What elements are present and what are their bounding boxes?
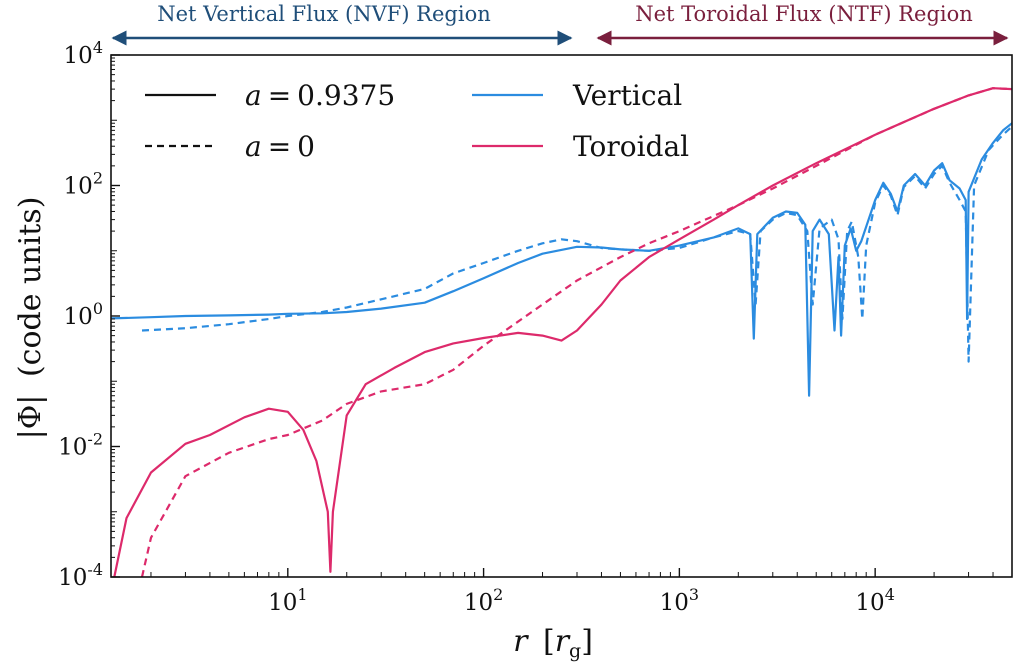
x-tick-label: 104	[855, 585, 894, 616]
x-tick-label: 103	[660, 585, 699, 616]
region-annotations: Net Vertical Flux (NVF) Region Net Toroi…	[111, 2, 1009, 46]
y-tick-label: 104	[64, 38, 103, 69]
series-line-vertical-a09375	[111, 122, 1012, 397]
y-axis-title: |Φ| (code units)	[13, 197, 48, 440]
legend-spin-0-label: a = 0.9375	[245, 79, 395, 112]
series-line-vertical-a0	[141, 125, 1012, 363]
legend-toroidal-label: Toroidal	[573, 130, 689, 163]
x-axis: 101 102 103 104	[150, 568, 1013, 616]
y-tick-label: 102	[64, 169, 103, 200]
x-tick-label: 102	[464, 585, 503, 616]
legend-vertical-label: Vertical	[572, 79, 682, 112]
legend-spin-1-label: a = 0	[245, 130, 315, 163]
y-tick-label: 10-2	[58, 430, 103, 461]
y-tick-label: 10-4	[58, 560, 103, 591]
series-layer	[111, 87, 1012, 577]
legend: a = 0.9375 a = 0 Vertical Toroidal	[145, 79, 689, 163]
y-tick-label: 100	[64, 299, 103, 330]
series-line-toroidal-a09375	[113, 87, 1012, 577]
ntf-region-label: Net Toroidal Flux (NTF) Region	[635, 2, 973, 26]
x-tick-label: 101	[268, 585, 307, 616]
nvf-region-label: Net Vertical Flux (NVF) Region	[157, 2, 491, 26]
y-axis: 10-4 10-2 100 102 104	[58, 38, 120, 591]
x-axis-title: r [rg]	[513, 624, 593, 662]
